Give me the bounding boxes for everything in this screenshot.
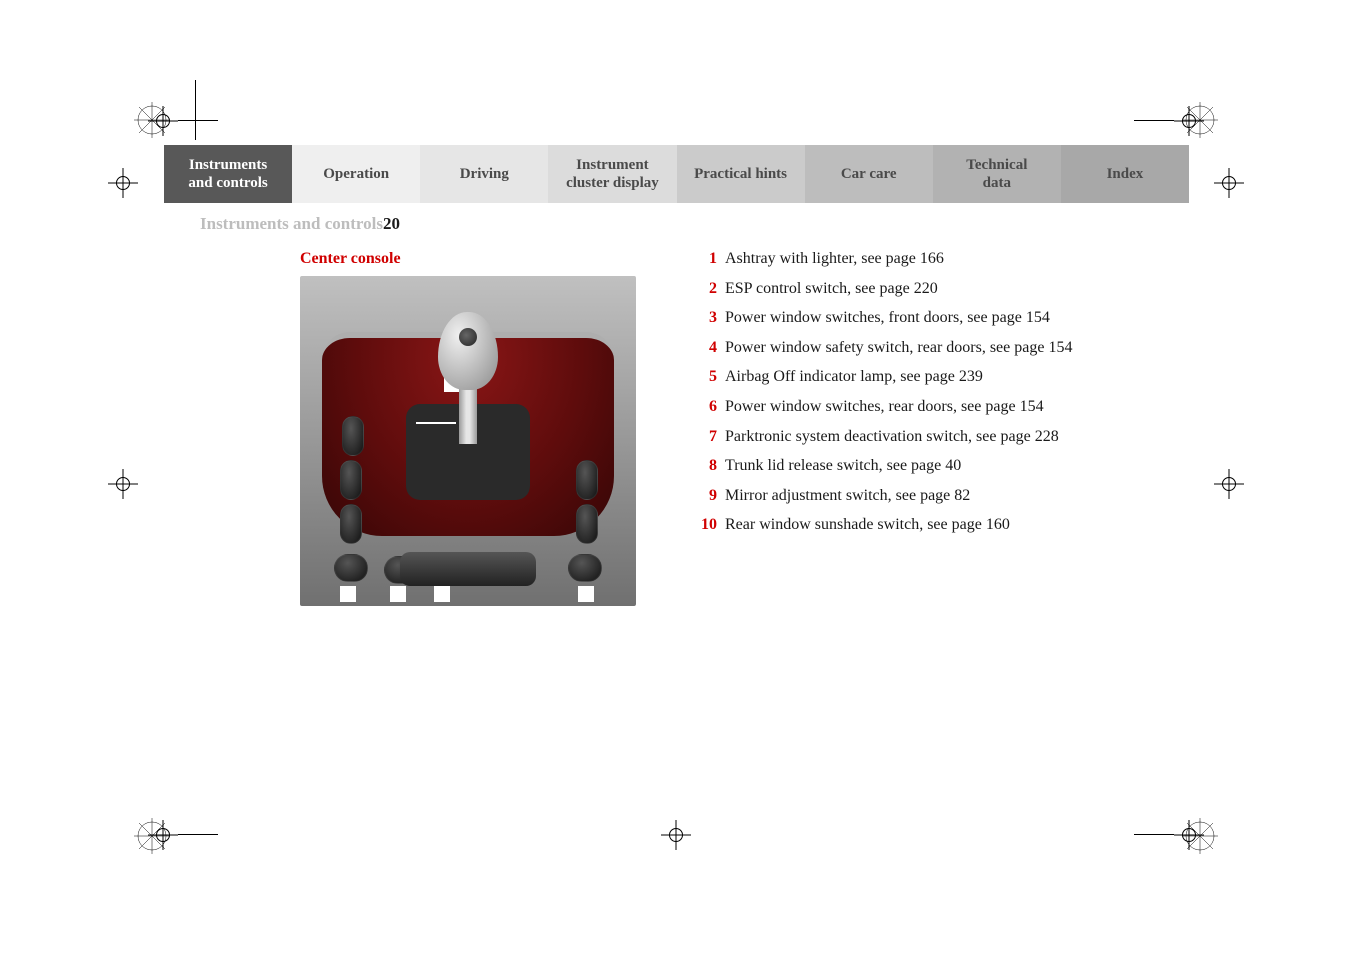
nav-tab-6[interactable]: Technicaldata bbox=[933, 145, 1061, 203]
nav-tab-3[interactable]: Instrumentcluster display bbox=[548, 145, 676, 203]
marker-7 bbox=[340, 586, 356, 602]
marker-line bbox=[416, 422, 456, 424]
legend-text: Power window switches, rear doors, see p… bbox=[725, 396, 1044, 418]
legend-number: 5 bbox=[695, 366, 717, 388]
registration-rosette bbox=[1180, 816, 1220, 856]
registration-rosette bbox=[132, 816, 172, 856]
legend-text: Rear window sunshade switch, see page 16… bbox=[725, 514, 1010, 536]
crop-line bbox=[1134, 120, 1174, 121]
nav-tab-7[interactable]: Index bbox=[1061, 145, 1189, 203]
legend-number: 8 bbox=[695, 455, 717, 477]
btn-sunshade bbox=[568, 554, 602, 582]
btn-window-rear-left bbox=[340, 504, 362, 544]
legend-item-2: 2 ESP control switch, see page 220 bbox=[695, 278, 1135, 300]
btn-window-front-right bbox=[576, 460, 598, 500]
legend-number: 6 bbox=[695, 396, 717, 418]
heading-center-console: Center console bbox=[300, 250, 401, 268]
btn-window-front-left bbox=[340, 460, 362, 500]
registration-rosette bbox=[1180, 100, 1220, 140]
legend-item-5: 5 Airbag Off indicator lamp, see page 239 bbox=[695, 366, 1135, 388]
nav-tab-5[interactable]: Car care bbox=[805, 145, 933, 203]
marker-8 bbox=[390, 586, 406, 602]
legend-text: ESP control switch, see page 220 bbox=[725, 278, 938, 300]
legend-text: Power window safety switch, rear doors, … bbox=[725, 337, 1072, 359]
legend-item-6: 6 Power window switches, rear doors, see … bbox=[695, 396, 1135, 418]
ashtray bbox=[400, 552, 536, 586]
crop-line bbox=[195, 80, 196, 140]
legend-text: Power window switches, front doors, see … bbox=[725, 307, 1050, 329]
legend-text: Parktronic system deactivation switch, s… bbox=[725, 426, 1059, 448]
nav-tab-4[interactable]: Practical hints bbox=[677, 145, 805, 203]
legend-number: 2 bbox=[695, 278, 717, 300]
legend-item-1: 1 Ashtray with lighter, see page 166 bbox=[695, 248, 1135, 270]
registration-rosette bbox=[132, 100, 172, 140]
btn-parktronic bbox=[334, 554, 368, 582]
legend-item-4: 4 Power window safety switch, rear doors,… bbox=[695, 337, 1135, 359]
legend-number: 4 bbox=[695, 337, 717, 359]
legend-item-8: 8 Trunk lid release switch, see page 40 bbox=[695, 455, 1135, 477]
section-header-row: Instruments and controls 20 bbox=[200, 214, 1160, 234]
legend-item-7: 7 Parktronic system deactivation switch, … bbox=[695, 426, 1135, 448]
nav-tab-2[interactable]: Driving bbox=[420, 145, 548, 203]
page-number: 20 bbox=[383, 214, 400, 234]
marker-10 bbox=[578, 586, 594, 602]
reg-mark-left-mid bbox=[108, 469, 138, 499]
marker-9 bbox=[434, 586, 450, 602]
section-title: Instruments and controls bbox=[200, 214, 383, 234]
nav-tab-0[interactable]: Instrumentsand controls bbox=[164, 145, 292, 203]
crop-line bbox=[1134, 834, 1174, 835]
legend-item-10: 10 Rear window sunshade switch, see page … bbox=[695, 514, 1135, 536]
legend-text: Ashtray with lighter, see page 166 bbox=[725, 248, 944, 270]
legend-number: 7 bbox=[695, 426, 717, 448]
legend-number: 3 bbox=[695, 307, 717, 329]
reg-mark-right-mid bbox=[1214, 469, 1244, 499]
nav-tabs: Instrumentsand controlsOperationDrivingI… bbox=[164, 145, 1189, 203]
reg-mark-right-top bbox=[1214, 168, 1244, 198]
legend-item-9: 9 Mirror adjustment switch, see page 82 bbox=[695, 485, 1135, 507]
shifter-knob bbox=[438, 312, 498, 390]
legend-text: Trunk lid release switch, see page 40 bbox=[725, 455, 961, 477]
center-console-illustration bbox=[300, 276, 636, 606]
crop-line bbox=[178, 120, 218, 121]
legend-text: Airbag Off indicator lamp, see page 239 bbox=[725, 366, 983, 388]
legend-number: 9 bbox=[695, 485, 717, 507]
nav-tab-1[interactable]: Operation bbox=[292, 145, 420, 203]
legend-number: 10 bbox=[695, 514, 717, 536]
legend-text: Mirror adjustment switch, see page 82 bbox=[725, 485, 970, 507]
btn-window-rear-right bbox=[576, 504, 598, 544]
legend-number: 1 bbox=[695, 248, 717, 270]
legend-list: 1 Ashtray with lighter, see page 166 2 ESP … bbox=[695, 248, 1135, 544]
btn-esp bbox=[342, 416, 364, 456]
legend-item-3: 3 Power window switches, front doors, see… bbox=[695, 307, 1135, 329]
reg-mark-left-top bbox=[108, 168, 138, 198]
reg-mark-bottom-center bbox=[661, 820, 691, 850]
crop-line bbox=[178, 834, 218, 835]
